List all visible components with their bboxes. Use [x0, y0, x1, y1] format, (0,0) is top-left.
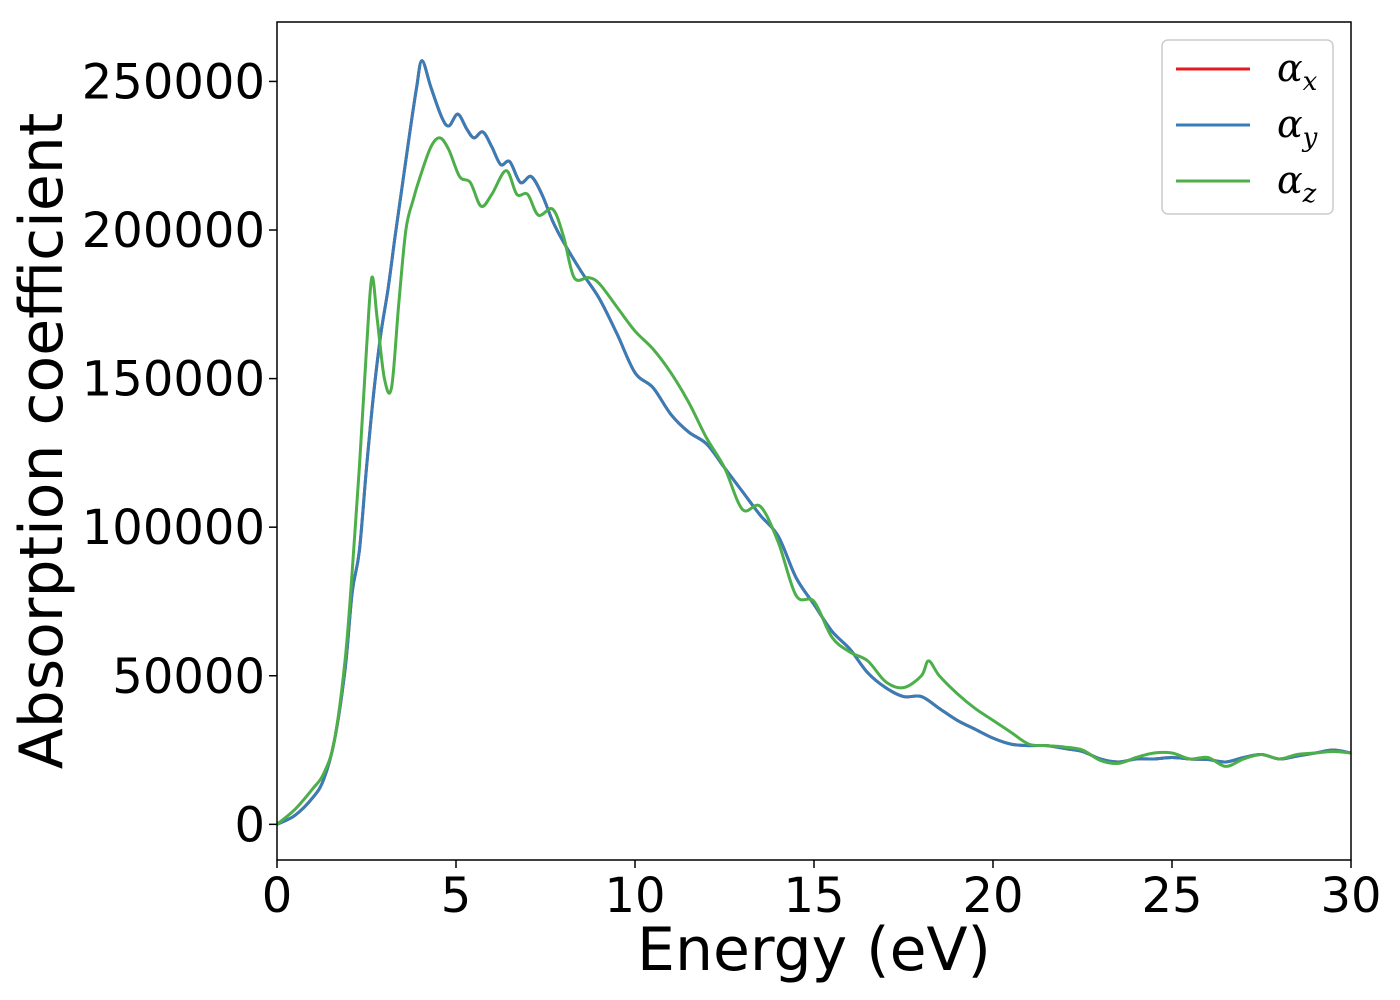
y-axis: 0 50000 100000 150000 200000 250000 — [82, 54, 277, 853]
x-tick-label: 0 — [262, 868, 293, 924]
legend-label-x: αx — [1277, 46, 1318, 97]
legend-label-y: αy — [1277, 102, 1318, 153]
y-tick-label: 200000 — [82, 203, 265, 259]
series-layer — [277, 59, 1351, 826]
legend-label-z: αz — [1277, 158, 1317, 209]
y-tick-label: 150000 — [82, 352, 265, 408]
x-tick-label: 15 — [783, 868, 844, 924]
x-tick-label: 20 — [962, 868, 1023, 924]
x-axis-label: Energy (eV) — [637, 915, 991, 985]
y-tick-label: 50000 — [112, 649, 265, 705]
x-tick-label: 25 — [1141, 868, 1202, 924]
x-tick-label: 5 — [441, 868, 472, 924]
y-tick-label: 250000 — [82, 54, 265, 110]
legend-box — [1161, 39, 1334, 215]
x-tick-label: 10 — [604, 868, 665, 924]
x-axis: 0 5 10 15 20 25 30 — [262, 860, 1382, 924]
y-tick-label: 100000 — [82, 500, 265, 556]
x-tick-label: 30 — [1320, 868, 1381, 924]
y-tick-label: 0 — [234, 797, 265, 853]
series-line-z — [277, 136, 1351, 826]
y-axis-label: Absorption coefficient — [7, 113, 77, 770]
